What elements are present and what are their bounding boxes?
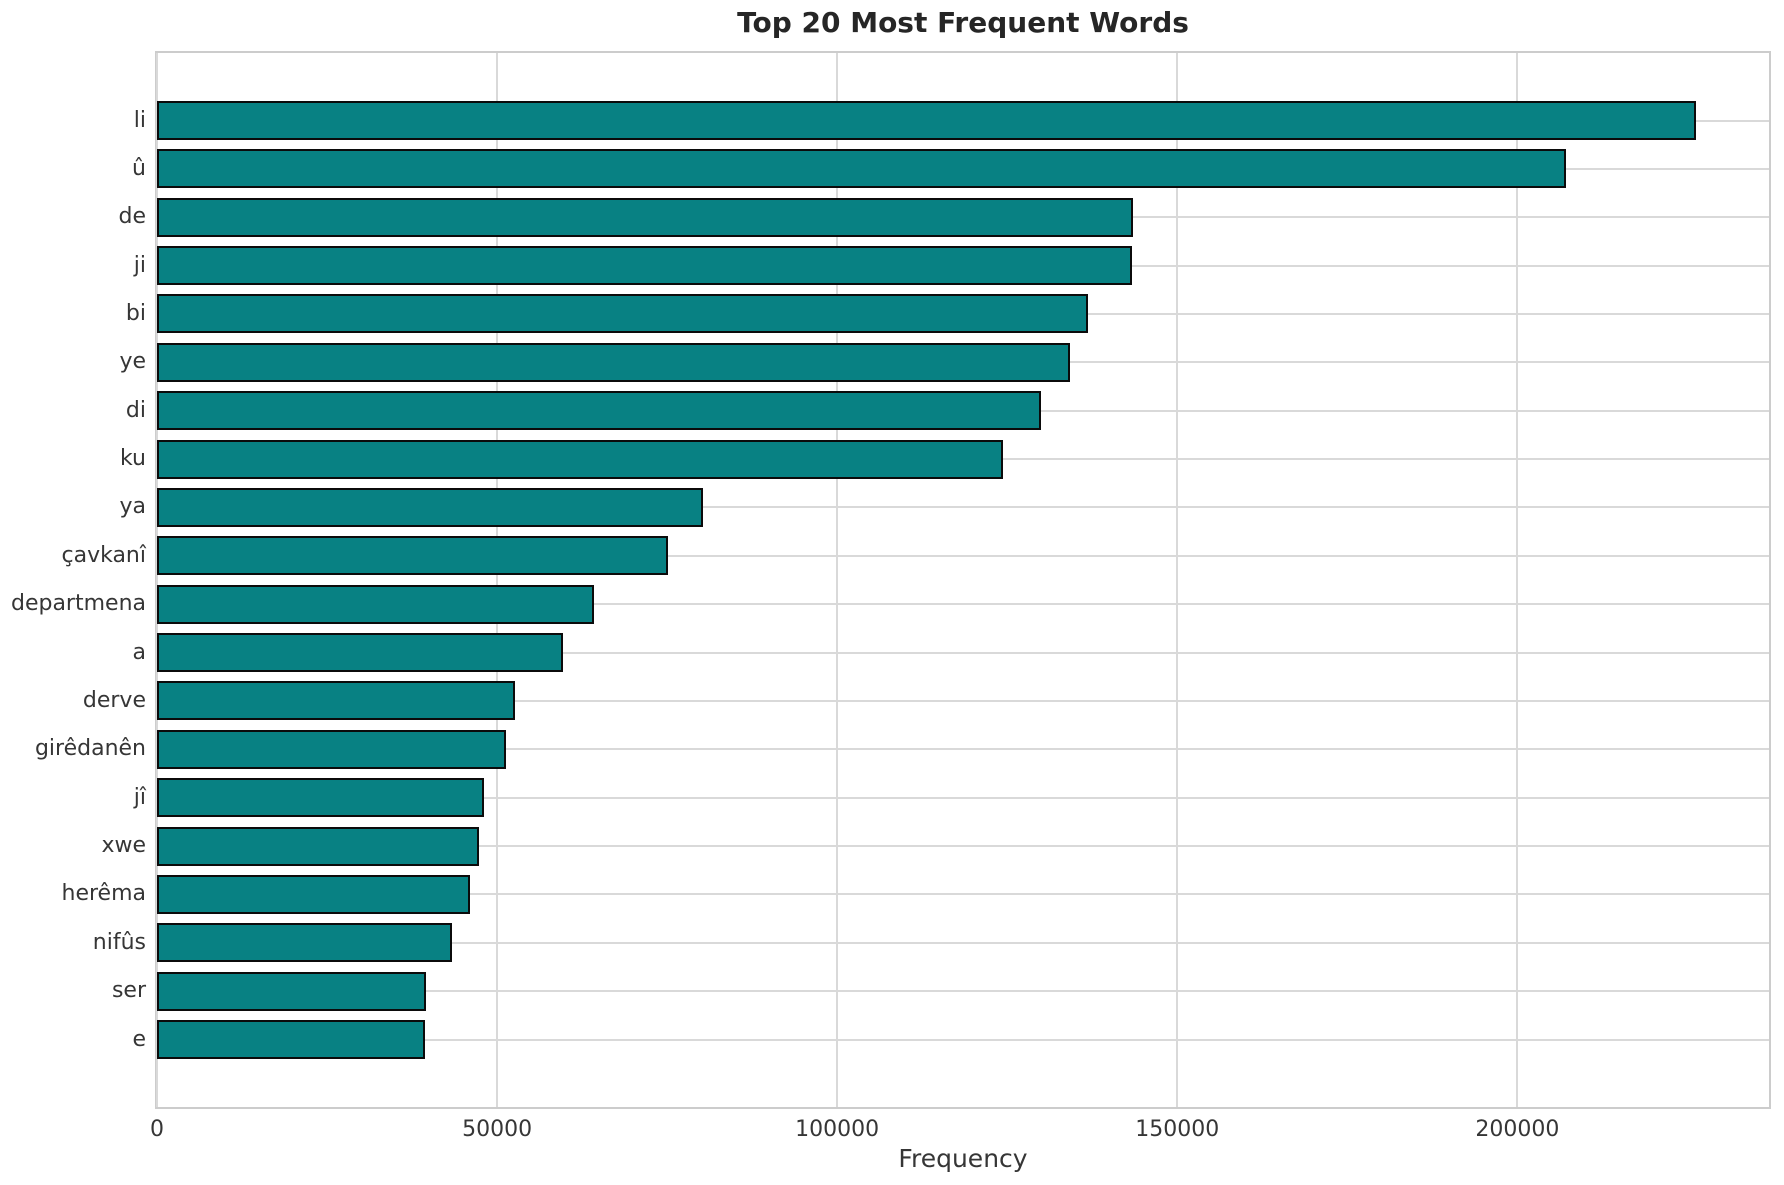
gridline-horizontal bbox=[157, 796, 1769, 799]
bar-ji bbox=[157, 246, 1133, 286]
y-tick-label-e: e bbox=[132, 1026, 146, 1052]
gridline-horizontal bbox=[157, 699, 1769, 702]
y-tick-label-a: a bbox=[132, 639, 146, 665]
gridline-horizontal bbox=[157, 941, 1769, 944]
bar-departmena bbox=[157, 584, 595, 624]
gridline-horizontal bbox=[157, 603, 1769, 606]
gridline-horizontal bbox=[157, 845, 1769, 848]
y-tick-label-bi: bi bbox=[125, 300, 146, 326]
gridline-horizontal bbox=[157, 651, 1769, 654]
y-tick-label-ya: ya bbox=[119, 494, 146, 520]
y-tick-label-xwe: xwe bbox=[101, 833, 146, 859]
bar-derve bbox=[157, 681, 516, 721]
x-tick-label-0: 0 bbox=[150, 1117, 164, 1142]
x-tick-label-150000: 150000 bbox=[1135, 1117, 1220, 1142]
x-axis-label: Frequency bbox=[898, 1144, 1028, 1173]
gridline-vertical-0 bbox=[156, 53, 158, 1107]
y-tick-label-ji: ji bbox=[133, 252, 146, 278]
gridline-horizontal bbox=[157, 990, 1769, 993]
gridline-horizontal bbox=[157, 554, 1769, 557]
y-tick-label-girêdanên: girêdanên bbox=[34, 736, 146, 762]
gridline-vertical-200000 bbox=[1516, 53, 1519, 1107]
bar-a bbox=[157, 633, 564, 673]
plot-area bbox=[155, 51, 1771, 1109]
y-tick-label-derve: derve bbox=[82, 687, 146, 713]
bar-jî bbox=[157, 778, 485, 818]
bar-de bbox=[157, 197, 1134, 237]
bar-bi bbox=[157, 294, 1089, 334]
bar-ya bbox=[157, 487, 704, 527]
bar-xwe bbox=[157, 826, 480, 866]
chart-title: Top 20 Most Frequent Words bbox=[737, 6, 1189, 39]
bar-û bbox=[157, 149, 1567, 189]
y-tick-label-li: li bbox=[133, 107, 146, 133]
gridline-horizontal bbox=[157, 506, 1769, 509]
y-tick-label-ye: ye bbox=[119, 349, 146, 375]
bar-girêdanên bbox=[157, 729, 506, 769]
y-tick-label-û: û bbox=[132, 155, 146, 181]
y-tick-label-herêma: herêma bbox=[61, 881, 147, 907]
y-tick-label-de: de bbox=[118, 204, 147, 230]
x-tick-label-50000: 50000 bbox=[462, 1117, 533, 1142]
gridline-horizontal bbox=[157, 748, 1769, 751]
y-tick-label-di: di bbox=[125, 397, 146, 423]
y-tick-label-departmena: departmena bbox=[10, 591, 146, 617]
y-tick-label-ku: ku bbox=[119, 446, 146, 472]
bar-e bbox=[157, 1020, 425, 1059]
gridline-vertical-50000 bbox=[496, 53, 499, 1107]
bar-ku bbox=[157, 439, 1004, 479]
bar-li bbox=[157, 101, 1696, 140]
y-tick-label-çavkanî: çavkanî bbox=[61, 542, 147, 568]
bar-nifûs bbox=[157, 923, 453, 963]
bar-ser bbox=[157, 971, 427, 1011]
gridline-vertical-150000 bbox=[1176, 53, 1179, 1107]
y-tick-label-jî: jî bbox=[133, 784, 146, 810]
bar-di bbox=[157, 391, 1042, 431]
x-tick-label-200000: 200000 bbox=[1475, 1117, 1560, 1142]
y-tick-label-ser: ser bbox=[111, 978, 146, 1004]
gridline-vertical-100000 bbox=[836, 53, 839, 1107]
gridline-horizontal bbox=[157, 893, 1769, 896]
x-tick-label-100000: 100000 bbox=[795, 1117, 880, 1142]
bar-ye bbox=[157, 342, 1071, 382]
bar-çavkanî bbox=[157, 536, 669, 576]
bar-herêma bbox=[157, 874, 470, 914]
gridline-horizontal bbox=[157, 1038, 1769, 1041]
y-tick-label-nifûs: nifûs bbox=[92, 929, 146, 955]
